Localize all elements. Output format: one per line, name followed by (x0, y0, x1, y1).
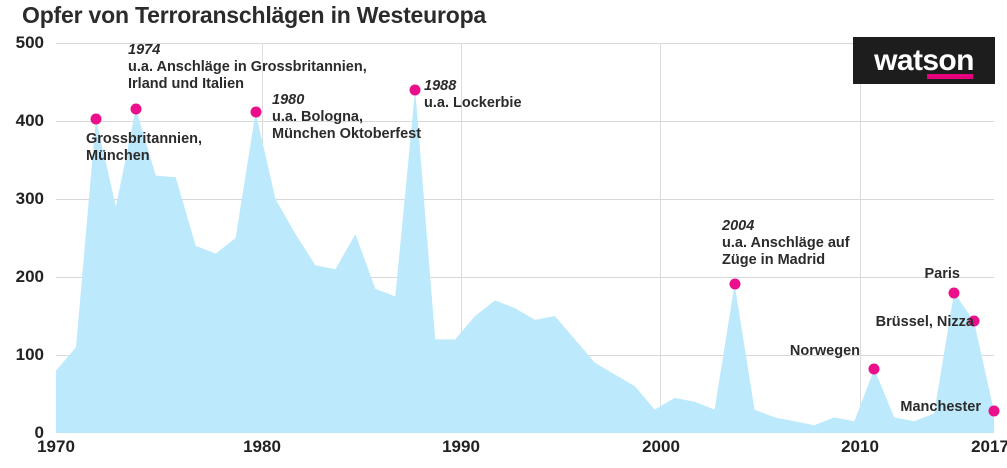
gridline-1990 (461, 43, 462, 433)
gridline-300 (56, 199, 994, 200)
y-tick-300: 300 (15, 189, 44, 208)
y-tick-100: 100 (15, 345, 44, 364)
marker-2011 (868, 363, 880, 375)
x-tick-1970: 1970 (37, 437, 75, 456)
anno-1980-line1: u.a. Bologna, (272, 109, 364, 125)
x-tick-1980: 1980 (243, 437, 281, 456)
anno-2017: Manchester (900, 399, 981, 416)
marker-1974 (130, 103, 142, 115)
anno-2004: 2004 u.a. Anschläge auf Züge in Madrid (722, 218, 850, 269)
watson-logo-text: watson (874, 43, 974, 77)
y-tick-500: 500 (15, 33, 44, 52)
anno-1974-line2: Irland und Italien (128, 76, 245, 92)
anno-1972-line2: München (86, 148, 150, 164)
anno-2004-year: 2004 (722, 218, 755, 234)
anno-2004-line2: Züge in Madrid (722, 252, 826, 268)
anno-1988-line1: u.a. Lockerbie (424, 95, 522, 111)
anno-1988-year: 1988 (424, 78, 457, 94)
marker-1972 (90, 113, 102, 125)
anno-1980-year: 1980 (272, 92, 305, 108)
anno-1972-line1: Grossbritannien, (86, 131, 203, 147)
anno-1974-year: 1974 (128, 42, 161, 58)
y-tick-400: 400 (15, 111, 44, 130)
anno-1972: Grossbritannien, München (86, 131, 202, 165)
anno-2015: Paris (925, 266, 960, 283)
marker-2004 (729, 278, 741, 290)
plot-area (56, 43, 994, 433)
marker-2016 (968, 315, 980, 327)
watson-logo[interactable]: watson (853, 37, 995, 84)
anno-1974-line1: u.a. Anschläge in Grossbritannien, (128, 59, 367, 75)
x-tick-2017: 2017 (971, 437, 1007, 456)
anno-2015-line1: Paris (924, 266, 960, 282)
anno-1980-line2: München Oktoberfest (272, 126, 422, 142)
anno-2017-line1: Manchester (900, 399, 981, 415)
gridline-2000 (660, 43, 661, 433)
page-title: Opfer von Terroranschlägen in Westeuropa (22, 2, 487, 28)
marker-1988 (409, 84, 421, 96)
anno-1980: 1980 u.a. Bologna, München Oktoberfest (272, 92, 421, 143)
anno-2016-line1: Brüssel, Nizza (875, 314, 974, 330)
anno-2011: Norwegen (790, 343, 860, 360)
area-series-opfer (56, 89, 994, 433)
anno-2004-line1: u.a. Anschläge auf (722, 235, 850, 251)
marker-2017 (988, 405, 1000, 417)
marker-2015 (948, 287, 960, 299)
x-tick-2010: 2010 (841, 437, 879, 456)
watson-logo-underline (926, 73, 973, 79)
anno-1988: 1988 u.a. Lockerbie (424, 78, 522, 112)
y-tick-200: 200 (15, 267, 44, 286)
anno-2016: Brüssel, Nizza (876, 314, 974, 331)
marker-1980 (250, 106, 262, 118)
gridline-400 (56, 121, 994, 122)
y-axis-labels: 500 400 300 200 100 0 (0, 0, 48, 468)
y-tick-0: 0 (34, 423, 44, 442)
gridline-500 (56, 43, 994, 44)
gridline-2010 (860, 43, 861, 433)
x-tick-1990: 1990 (442, 437, 480, 456)
x-tick-2000: 2000 (642, 437, 680, 456)
anno-2011-line1: Norwegen (789, 343, 860, 359)
gridline-200 (56, 277, 994, 278)
anno-1974: 1974 u.a. Anschläge in Grossbritannien, … (128, 42, 367, 93)
